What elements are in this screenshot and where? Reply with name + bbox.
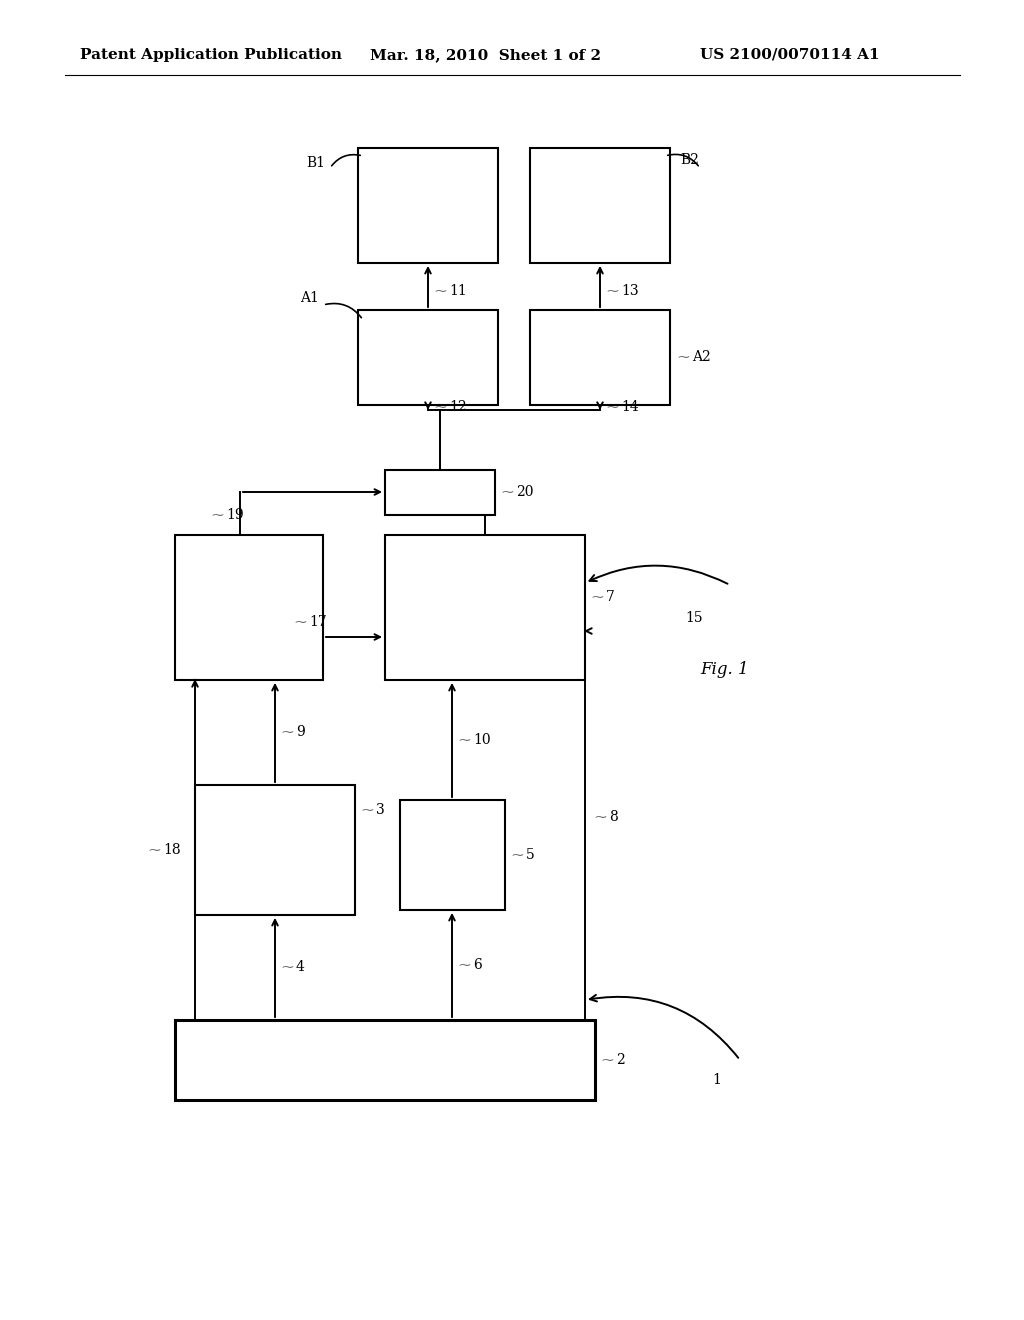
Text: ~: ~ <box>600 1052 614 1068</box>
Text: 9: 9 <box>296 725 305 739</box>
Text: Mar. 18, 2010  Sheet 1 of 2: Mar. 18, 2010 Sheet 1 of 2 <box>370 48 601 62</box>
Text: Patent Application Publication: Patent Application Publication <box>80 48 342 62</box>
Bar <box>530 148 670 263</box>
Text: 15: 15 <box>685 611 702 624</box>
Text: ~: ~ <box>605 399 618 416</box>
Bar <box>358 148 498 263</box>
Text: ~: ~ <box>590 589 604 606</box>
Text: ~: ~ <box>293 614 307 631</box>
Text: B1: B1 <box>306 156 325 170</box>
Text: 19: 19 <box>226 508 244 521</box>
Text: 8: 8 <box>609 810 617 824</box>
Text: 10: 10 <box>473 733 490 747</box>
Text: 7: 7 <box>606 590 614 605</box>
Text: 18: 18 <box>163 843 180 857</box>
Bar <box>530 310 670 405</box>
Text: ~: ~ <box>360 801 374 818</box>
Text: 17: 17 <box>309 615 327 630</box>
Text: ~: ~ <box>433 282 447 300</box>
Text: A1: A1 <box>300 290 318 305</box>
Bar <box>358 310 498 405</box>
Text: 1: 1 <box>712 1073 721 1086</box>
Text: ~: ~ <box>676 348 690 366</box>
Text: 6: 6 <box>473 958 481 972</box>
Text: ~: ~ <box>280 958 294 975</box>
Text: 3: 3 <box>376 803 385 817</box>
Text: ~: ~ <box>433 399 447 416</box>
Text: 11: 11 <box>449 284 467 298</box>
Text: ~: ~ <box>593 808 607 825</box>
Text: A2: A2 <box>692 350 711 364</box>
Text: ~: ~ <box>210 507 224 524</box>
Text: 20: 20 <box>516 484 534 499</box>
Bar <box>400 800 505 909</box>
Text: ~: ~ <box>510 846 524 863</box>
Bar <box>385 535 585 680</box>
Text: 5: 5 <box>526 847 535 862</box>
Text: 2: 2 <box>616 1053 625 1067</box>
Text: US 2100/0070114 A1: US 2100/0070114 A1 <box>700 48 880 62</box>
Text: Fig. 1: Fig. 1 <box>700 661 749 678</box>
Bar <box>385 470 495 515</box>
Text: 12: 12 <box>449 400 467 414</box>
Bar <box>175 535 323 680</box>
Text: ~: ~ <box>457 957 471 974</box>
Text: ~: ~ <box>147 842 161 858</box>
Bar <box>195 785 355 915</box>
Text: B2: B2 <box>680 153 698 168</box>
Text: 13: 13 <box>621 284 639 298</box>
Text: ~: ~ <box>500 483 514 500</box>
Text: 4: 4 <box>296 960 305 974</box>
Text: ~: ~ <box>457 731 471 748</box>
Text: ~: ~ <box>280 723 294 741</box>
Bar <box>175 1020 595 1100</box>
Text: ~: ~ <box>605 282 618 300</box>
Text: 14: 14 <box>621 400 639 414</box>
